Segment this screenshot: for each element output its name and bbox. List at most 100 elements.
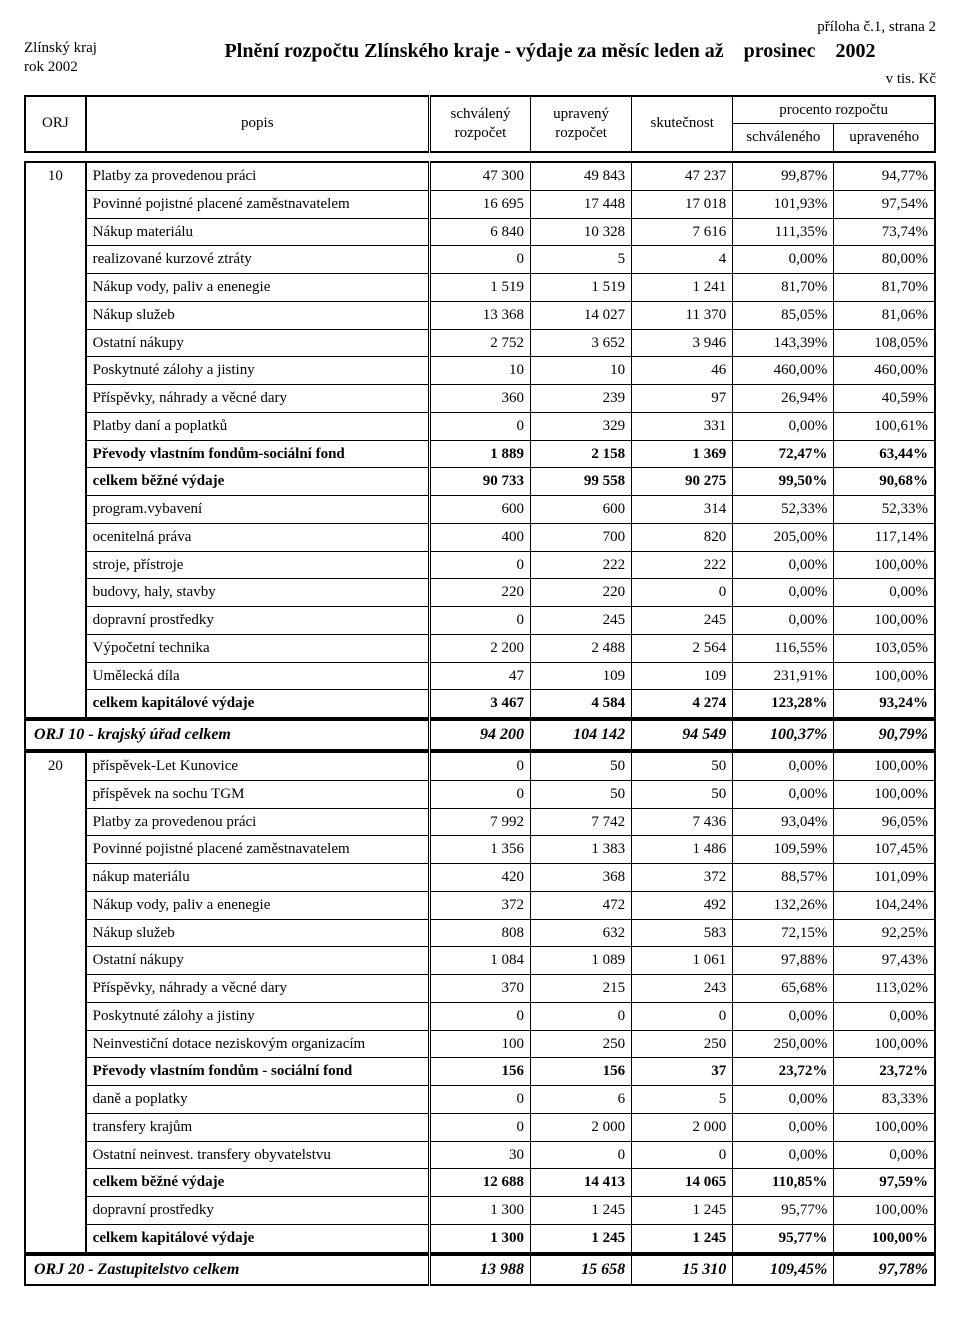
table-row: Povinné pojistné placené zaměstnavatelem…: [25, 836, 935, 864]
cell-skutecnost: 17 018: [632, 190, 733, 218]
table-header: ORJ popis schválený rozpočet upravený ro…: [24, 95, 936, 154]
cell-skutecnost: 90 275: [632, 468, 733, 496]
cell-pct-upraveneho: 40,59%: [834, 385, 935, 413]
cell-pct-schvaleneho: 72,47%: [733, 440, 834, 468]
cell-schvaleny: 372: [429, 891, 530, 919]
cell-pct-schvaleneho: 0,00%: [733, 1086, 834, 1114]
cell-skutecnost: 1 486: [632, 836, 733, 864]
cell-pct-schvaleneho: 26,94%: [733, 385, 834, 413]
orj-cell: 20: [25, 752, 86, 1253]
summary-pct-upraveneho: 97,78%: [834, 1255, 935, 1285]
cell-pct-upraveneho: 460,00%: [834, 357, 935, 385]
cell-pct-upraveneho: 93,24%: [834, 690, 935, 718]
cell-schvaleny: 808: [429, 919, 530, 947]
cell-skutecnost: 97: [632, 385, 733, 413]
cell-schvaleny: 47: [429, 662, 530, 690]
cell-pct-upraveneho: 97,59%: [834, 1169, 935, 1197]
summary-pct-upraveneho: 90,79%: [834, 720, 935, 750]
cell-schvaleny: 156: [429, 1058, 530, 1086]
cell-upraveny: 10 328: [531, 218, 632, 246]
cell-upraveny: 632: [531, 919, 632, 947]
cell-upraveny: 1 089: [531, 947, 632, 975]
cell-skutecnost: 2 564: [632, 634, 733, 662]
cell-pct-schvaleneho: 116,55%: [733, 634, 834, 662]
cell-upraveny: 50: [531, 752, 632, 780]
cell-pct-schvaleneho: 111,35%: [733, 218, 834, 246]
table-row: Výpočetní technika2 2002 4882 564116,55%…: [25, 634, 935, 662]
header-row: Zlínský kraj rok 2002 Plnění rozpočtu Zl…: [24, 39, 936, 95]
cell-upraveny: 5: [531, 246, 632, 274]
units-label: v tis. Kč: [164, 70, 936, 89]
cell-schvaleny: 10: [429, 357, 530, 385]
col-upraveneho: upraveného: [834, 124, 935, 152]
cell-pct-schvaleneho: 88,57%: [733, 864, 834, 892]
cell-pct-upraveneho: 97,43%: [834, 947, 935, 975]
cell-upraveny: 700: [531, 523, 632, 551]
cell-upraveny: 472: [531, 891, 632, 919]
table-row: Nákup vody, paliv a enenegie372472492132…: [25, 891, 935, 919]
cell-pct-schvaleneho: 97,88%: [733, 947, 834, 975]
cell-schvaleny: 0: [429, 1113, 530, 1141]
table-row: Poskytnuté zálohy a jistiny0000,00%0,00%: [25, 1002, 935, 1030]
cell-popis: Platby daní a poplatků: [86, 412, 430, 440]
cell-upraveny: 1 245: [531, 1224, 632, 1252]
cell-schvaleny: 600: [429, 496, 530, 524]
cell-upraveny: 10: [531, 357, 632, 385]
cell-pct-upraveneho: 92,25%: [834, 919, 935, 947]
year-line: rok 2002: [24, 58, 164, 77]
cell-upraveny: 368: [531, 864, 632, 892]
cell-schvaleny: 30: [429, 1141, 530, 1169]
cell-popis: Umělecká díla: [86, 662, 430, 690]
cell-popis: daně a poplatky: [86, 1086, 430, 1114]
summary-upraveny: 15 658: [531, 1255, 632, 1285]
table-row: Platby za provedenou práci7 9927 7427 43…: [25, 808, 935, 836]
table-row: Nákup materiálu6 84010 3287 616111,35%73…: [25, 218, 935, 246]
cell-popis: stroje, přístroje: [86, 551, 430, 579]
cell-schvaleny: 12 688: [429, 1169, 530, 1197]
cell-pct-schvaleneho: 85,05%: [733, 301, 834, 329]
table-row: realizované kurzové ztráty0540,00%80,00%: [25, 246, 935, 274]
cell-popis: příspěvek-Let Kunovice: [86, 752, 430, 780]
table-row: ocenitelná práva400700820205,00%117,14%: [25, 523, 935, 551]
table-row: nákup materiálu42036837288,57%101,09%: [25, 864, 935, 892]
cell-skutecnost: 46: [632, 357, 733, 385]
cell-popis: celkem kapitálové výdaje: [86, 690, 430, 718]
cell-pct-schvaleneho: 52,33%: [733, 496, 834, 524]
cell-popis: realizované kurzové ztráty: [86, 246, 430, 274]
cell-upraveny: 215: [531, 975, 632, 1003]
cell-popis: Povinné pojistné placené zaměstnavatelem: [86, 836, 430, 864]
cell-pct-schvaleneho: 0,00%: [733, 1141, 834, 1169]
col-schvaleneho: schváleného: [733, 124, 834, 152]
cell-popis: celkem běžné výdaje: [86, 1169, 430, 1197]
cell-upraveny: 2 000: [531, 1113, 632, 1141]
cell-upraveny: 156: [531, 1058, 632, 1086]
col-procento: procento rozpočtu: [733, 96, 935, 124]
cell-pct-schvaleneho: 72,15%: [733, 919, 834, 947]
cell-popis: Poskytnuté zálohy a jistiny: [86, 1002, 430, 1030]
cell-popis: Nákup vody, paliv a enenegie: [86, 891, 430, 919]
cell-schvaleny: 7 992: [429, 808, 530, 836]
cell-popis: Příspěvky, náhrady a věcné dary: [86, 385, 430, 413]
cell-pct-schvaleneho: 23,72%: [733, 1058, 834, 1086]
cell-upraveny: 14 027: [531, 301, 632, 329]
cell-popis: Nákup materiálu: [86, 218, 430, 246]
cell-pct-schvaleneho: 99,50%: [733, 468, 834, 496]
cell-schvaleny: 2 200: [429, 634, 530, 662]
cell-pct-upraveneho: 83,33%: [834, 1086, 935, 1114]
summary-upraveny: 104 142: [531, 720, 632, 750]
cell-pct-upraveneho: 0,00%: [834, 1141, 935, 1169]
cell-pct-upraveneho: 113,02%: [834, 975, 935, 1003]
cell-skutecnost: 11 370: [632, 301, 733, 329]
cell-schvaleny: 360: [429, 385, 530, 413]
summary-skutecnost: 15 310: [632, 1255, 733, 1285]
table-row: transfery krajům02 0002 0000,00%100,00%: [25, 1113, 935, 1141]
cell-popis: Nákup služeb: [86, 919, 430, 947]
cell-schvaleny: 0: [429, 1002, 530, 1030]
cell-schvaleny: 3 467: [429, 690, 530, 718]
cell-pct-upraveneho: 101,09%: [834, 864, 935, 892]
cell-upraveny: 0: [531, 1002, 632, 1030]
cell-popis: budovy, haly, stavby: [86, 579, 430, 607]
cell-upraveny: 3 652: [531, 329, 632, 357]
table-row: Ostatní nákupy2 7523 6523 946143,39%108,…: [25, 329, 935, 357]
summary-label: ORJ 10 - krajský úřad celkem: [25, 720, 429, 750]
